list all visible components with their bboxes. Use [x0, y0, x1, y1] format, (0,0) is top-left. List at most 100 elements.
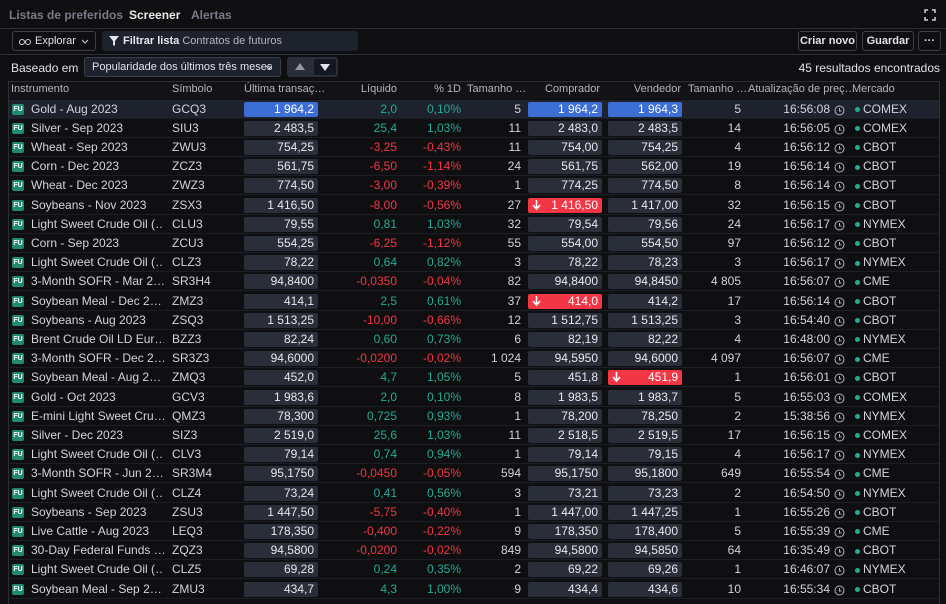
- table-row[interactable]: [9, 484, 939, 503]
- table-row[interactable]: [9, 99, 939, 119]
- sort-arrows[interactable]: [287, 57, 338, 77]
- divider: [0, 28, 946, 29]
- market-status-dot: [855, 260, 860, 266]
- cell-time: 16:56:05: [783, 120, 830, 135]
- cell-net: -0,0350: [356, 274, 397, 289]
- cell-symbol: CLZ3: [172, 255, 202, 270]
- table-row[interactable]: [9, 176, 939, 196]
- type-badge: FU: [12, 410, 24, 422]
- table-row[interactable]: [9, 292, 939, 311]
- cell-pct: 0,73%: [426, 331, 461, 346]
- table-row[interactable]: [9, 503, 939, 522]
- table-row[interactable]: [9, 196, 939, 215]
- table-row[interactable]: [9, 464, 939, 484]
- table-row[interactable]: [9, 330, 939, 350]
- cell-market: CBOT: [863, 139, 897, 154]
- table-row[interactable]: [9, 522, 939, 542]
- cell-pct: -1,12%: [422, 235, 461, 250]
- cell-ask-size: 17: [727, 427, 741, 442]
- table-row[interactable]: [9, 138, 939, 158]
- table-row[interactable]: [9, 560, 939, 580]
- save-button[interactable]: Guardar: [862, 31, 914, 51]
- price-cell: 1 983,5: [528, 389, 602, 405]
- cell-pct: -1,14%: [422, 159, 461, 174]
- cell-symbol: ZSX3: [172, 197, 203, 212]
- table-row[interactable]: [9, 388, 939, 407]
- cell-size: 24: [507, 159, 521, 174]
- cell-market: CBOT: [863, 293, 897, 308]
- cell-pct: -0,39%: [422, 178, 461, 193]
- type-badge: FU: [12, 122, 24, 134]
- cell-net: 4,7: [380, 370, 397, 385]
- table-frame: [8, 81, 940, 604]
- cell-size: 1: [514, 447, 521, 462]
- instrument-name: Light Sweet Crude Oil (…: [31, 255, 164, 270]
- chevron-icon: [81, 39, 89, 44]
- results-count: 45 resultados encontrados: [798, 61, 940, 75]
- clock-icon: [834, 546, 845, 557]
- price-cell: 95,1800: [608, 466, 682, 482]
- tab[interactable]: Listas de preferidos: [9, 8, 124, 22]
- chevron-icon: [265, 65, 273, 70]
- cell-symbol: ZCU3: [172, 235, 204, 250]
- cell-ask-size: 19: [727, 159, 741, 174]
- market-status-dot: [855, 299, 860, 304]
- price-cell: 73,23: [608, 485, 682, 501]
- cell-pct: 1,03%: [426, 427, 461, 442]
- cell-ask-size: 1: [734, 504, 741, 519]
- explore-button[interactable]: Explorar: [12, 31, 96, 51]
- cell-size: 1 024: [490, 351, 521, 366]
- clock-icon: [834, 489, 845, 499]
- table-row[interactable]: [9, 272, 939, 292]
- cell-time: 16:56:17: [783, 255, 830, 270]
- cell-time: 16:55:39: [783, 523, 830, 538]
- sort-dropdown[interactable]: Popularidade dos últimos três meses: [84, 57, 281, 77]
- cell-time: 16:56:12: [783, 235, 830, 250]
- filter-icon: [109, 36, 119, 46]
- cell-net: -6,25: [369, 235, 397, 250]
- column-header: Tamanho …: [688, 83, 748, 95]
- table-row[interactable]: [9, 445, 939, 465]
- cell-symbol: BZZ3: [172, 331, 202, 346]
- table-row[interactable]: [9, 541, 939, 561]
- instrument-name: Soybean Meal - Aug 2…: [31, 370, 162, 385]
- cell-size: 3: [514, 255, 521, 270]
- cell-net: -10,00: [362, 312, 397, 327]
- price-cell: 73,21: [528, 485, 602, 501]
- filter-field[interactable]: Filtrar lista Contratos de futuros: [102, 31, 358, 51]
- table-row[interactable]: [9, 311, 939, 330]
- type-badge: FU: [12, 487, 24, 499]
- table-row[interactable]: [9, 368, 939, 388]
- table-row[interactable]: [9, 157, 939, 177]
- cell-time: 16:56:07: [783, 351, 830, 366]
- table-row[interactable]: [9, 253, 939, 273]
- down-arrow: [532, 295, 541, 306]
- table-row[interactable]: [9, 580, 939, 599]
- cell-ask-size: 3: [734, 255, 741, 270]
- table-row[interactable]: [9, 119, 939, 138]
- table-row[interactable]: [9, 349, 939, 369]
- market-status-dot: [855, 183, 860, 189]
- tab[interactable]: Screener: [129, 8, 181, 22]
- price-cell: 2 483,5: [244, 120, 318, 136]
- price-cell: 79,56: [608, 216, 682, 232]
- cell-net: -0,0450: [356, 466, 397, 481]
- market-status-dot: [855, 203, 860, 208]
- table-row[interactable]: [9, 234, 939, 254]
- cell-ask-size: 97: [727, 235, 741, 250]
- table-row[interactable]: [9, 407, 939, 426]
- market-status-dot: [855, 548, 860, 554]
- tab[interactable]: Alertas: [191, 8, 232, 22]
- cell-market: NYMEX: [863, 562, 906, 577]
- price-cell: 79,14: [528, 447, 602, 463]
- price-cell: 94,8450: [608, 274, 682, 290]
- cell-net: -0,400: [362, 523, 397, 538]
- fullscreen-icon[interactable]: [924, 9, 936, 21]
- price-cell: 69,26: [608, 562, 682, 578]
- price-cell: 178,350: [244, 523, 318, 539]
- create-button[interactable]: Criar novo: [798, 31, 857, 51]
- more-button[interactable]: ···: [918, 31, 941, 51]
- table-row[interactable]: [9, 426, 939, 446]
- cell-symbol: ZMQ3: [172, 370, 206, 385]
- table-row[interactable]: [9, 215, 939, 234]
